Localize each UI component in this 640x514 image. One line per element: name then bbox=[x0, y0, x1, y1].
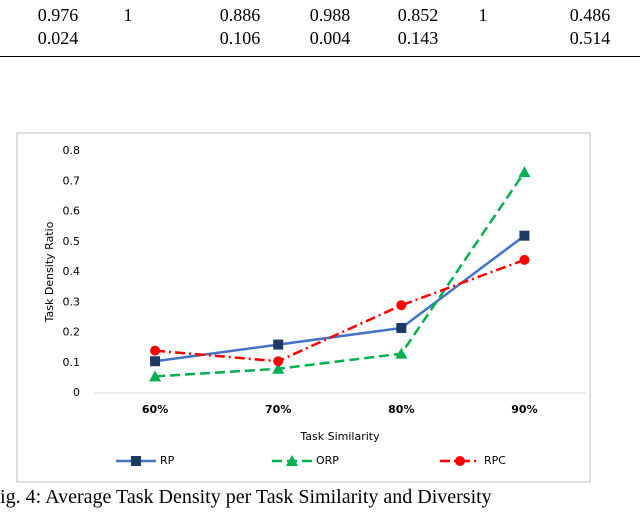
data-point bbox=[273, 339, 284, 350]
table-cell: 0.143 bbox=[397, 28, 439, 48]
data-point bbox=[396, 300, 407, 311]
y-tick-label: 0.1 bbox=[63, 356, 81, 369]
legend-label: ORP bbox=[316, 454, 339, 467]
data-point bbox=[273, 356, 284, 367]
table-cell: 0.004 bbox=[309, 28, 351, 48]
data-point bbox=[395, 347, 408, 359]
table-cell: 0.886 bbox=[219, 5, 261, 25]
data-point bbox=[272, 362, 285, 374]
table-cell: 0.486 bbox=[569, 5, 611, 25]
y-tick-label: 0.8 bbox=[63, 144, 81, 157]
y-tick-label: 0.4 bbox=[63, 265, 81, 278]
y-tick-label: 0.3 bbox=[63, 295, 81, 308]
x-tick-label: 60% bbox=[142, 403, 168, 416]
table-cell: 0.852 bbox=[397, 5, 439, 25]
y-tick-label: 0.6 bbox=[63, 205, 81, 218]
series-line bbox=[154, 171, 526, 378]
series-line bbox=[154, 258, 525, 363]
table-rule bbox=[0, 56, 640, 57]
y-tick-label: 0.5 bbox=[63, 235, 81, 248]
data-point bbox=[518, 166, 531, 178]
data-point bbox=[149, 370, 162, 382]
table-cell: 1 bbox=[478, 5, 488, 25]
chart-frame bbox=[16, 132, 591, 483]
table-cell: 0.976 bbox=[37, 5, 79, 25]
data-point bbox=[150, 356, 161, 367]
x-tick-label: 80% bbox=[388, 403, 414, 416]
y-tick-label: 0 bbox=[73, 386, 80, 399]
table-cell: 1 bbox=[123, 5, 133, 25]
legend-label: RPC bbox=[484, 454, 506, 467]
legend-marker bbox=[286, 455, 298, 466]
data-point bbox=[396, 322, 407, 333]
data-point bbox=[150, 345, 161, 356]
legend-label: RP bbox=[160, 454, 175, 467]
legend-marker bbox=[455, 456, 465, 466]
y-tick-label: 0.7 bbox=[63, 174, 81, 187]
x-axis-title: Task Similarity bbox=[299, 430, 380, 443]
y-tick-label: 0.2 bbox=[63, 326, 81, 339]
table-cell: 0.514 bbox=[569, 28, 611, 48]
y-axis-title: Task Density Ratio bbox=[43, 221, 56, 323]
table-cell: 0.106 bbox=[219, 28, 261, 48]
x-tick-label: 90% bbox=[511, 403, 537, 416]
legend-marker bbox=[131, 456, 141, 466]
x-tick-label: 70% bbox=[265, 403, 291, 416]
data-point bbox=[519, 254, 530, 265]
data-point bbox=[519, 230, 530, 241]
table-cell: 0.988 bbox=[309, 5, 351, 25]
table-cell: 0.024 bbox=[37, 28, 79, 48]
figure-caption: Fig. 4: Average Task Density per Task Si… bbox=[0, 486, 492, 508]
